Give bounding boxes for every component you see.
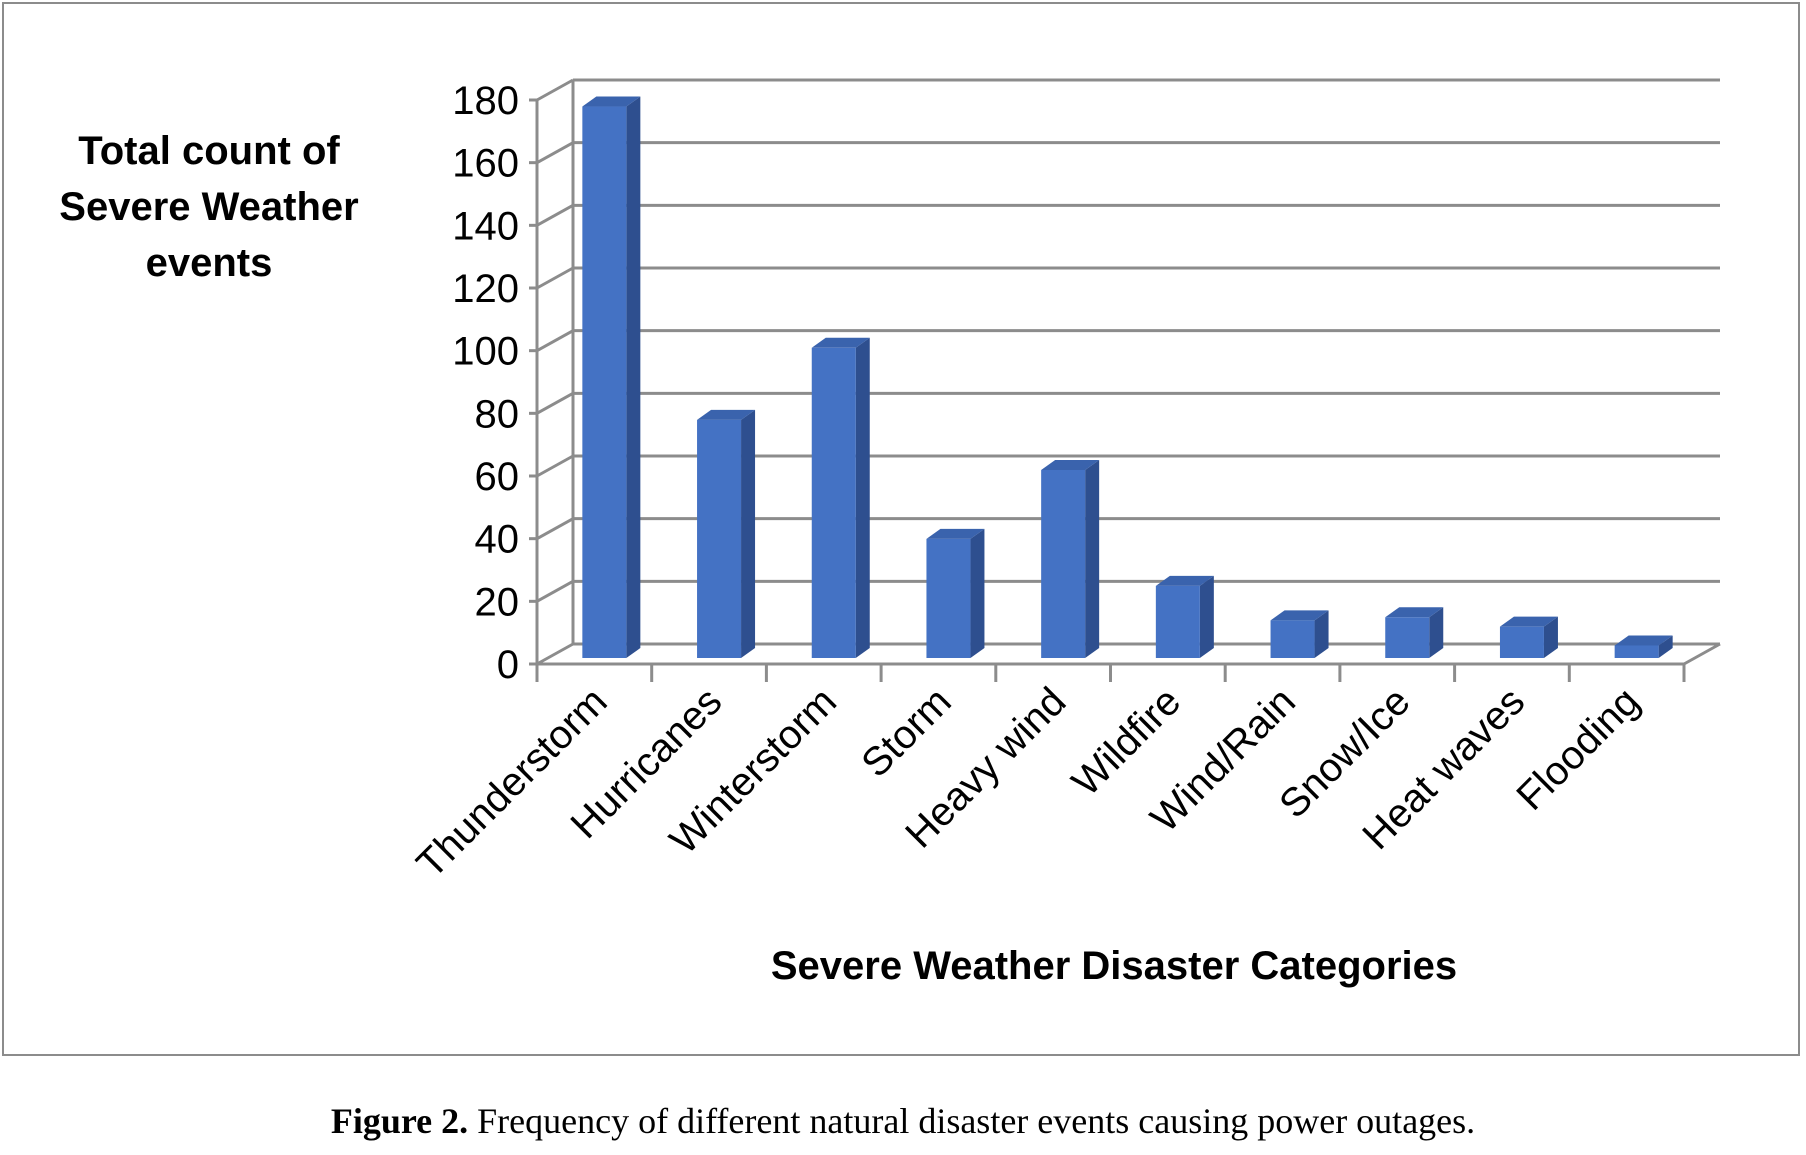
bar (1614, 645, 1659, 658)
chart-frame: 0 20 40 60 80 100 120 140 160 180 Thunderstorm Hurr… (2, 2, 1800, 1056)
bar-top (926, 528, 985, 539)
bar (926, 538, 971, 658)
y-tick-label: 140 (452, 204, 519, 248)
gridline-depth (536, 329, 574, 352)
bar-top (1385, 607, 1444, 618)
bar (1270, 620, 1315, 658)
bar (1385, 617, 1430, 658)
y-axis-title-line-1: Total count of (78, 129, 340, 173)
bar-side (970, 528, 985, 658)
caption-text: Frequency of different natural disaster … (477, 1101, 1476, 1141)
y-tick-label: 0 (497, 643, 519, 687)
x-tick-label: Storm (853, 679, 960, 786)
bar-side (1199, 575, 1214, 658)
y-tick-label: 180 (452, 79, 519, 123)
gridline-depth (536, 78, 574, 102)
floor-right-edge (1683, 642, 1721, 666)
bar-side (855, 337, 870, 658)
bar (1155, 585, 1200, 658)
gridline-depth (536, 580, 574, 603)
y-axis-title-line-2: Severe Weather (59, 185, 359, 229)
x-axis-title: Severe Weather Disaster Categories (770, 944, 1458, 988)
bar-side (1085, 460, 1100, 658)
gridline-depth (536, 642, 574, 666)
bar (582, 106, 627, 659)
x-tick-label: Thunderstorm (409, 679, 616, 886)
bar-side (626, 96, 641, 659)
grid-layer (535, 78, 1720, 666)
bar-chart: 020406080100120140160180ThunderstormHurr… (409, 78, 1721, 886)
x-tick-label: Flooding (1508, 679, 1648, 819)
gridline-depth (536, 517, 574, 540)
bar-side (1543, 616, 1558, 658)
gridline-depth (536, 141, 574, 164)
bar (1499, 626, 1544, 658)
y-tick-label: 80 (475, 392, 520, 436)
bar-side (741, 409, 756, 658)
gridline-depth (536, 454, 574, 478)
bar (697, 419, 742, 658)
gridline-depth (536, 204, 574, 227)
bar-side (1429, 607, 1444, 658)
bar-top (1041, 460, 1100, 470)
bar-side (1658, 635, 1673, 658)
bar-top (811, 337, 870, 348)
bar-top (582, 96, 641, 107)
y-tick-label: 40 (475, 518, 520, 562)
figure-caption: Figure 2. Frequency of different natural… (0, 1100, 1806, 1142)
bar-top (697, 409, 756, 420)
bar (1041, 470, 1086, 658)
bar-top (1270, 610, 1329, 621)
bar-top (1499, 616, 1558, 627)
gridline-depth (536, 266, 574, 290)
y-tick-label: 60 (475, 455, 520, 499)
bars-layer (582, 96, 1673, 659)
bar (811, 347, 856, 658)
bar-top (1155, 575, 1214, 586)
y-tick-label: 160 (452, 142, 519, 186)
caption-label: Figure 2. (330, 1101, 469, 1141)
y-axis-title-line-3: events (145, 241, 273, 285)
y-tick-label: 120 (452, 267, 519, 311)
bar-side (1314, 610, 1329, 658)
gridline-depth (536, 392, 574, 415)
bar-top (1614, 635, 1673, 646)
y-tick-label: 100 (452, 330, 519, 374)
y-tick-label: 20 (475, 580, 520, 624)
